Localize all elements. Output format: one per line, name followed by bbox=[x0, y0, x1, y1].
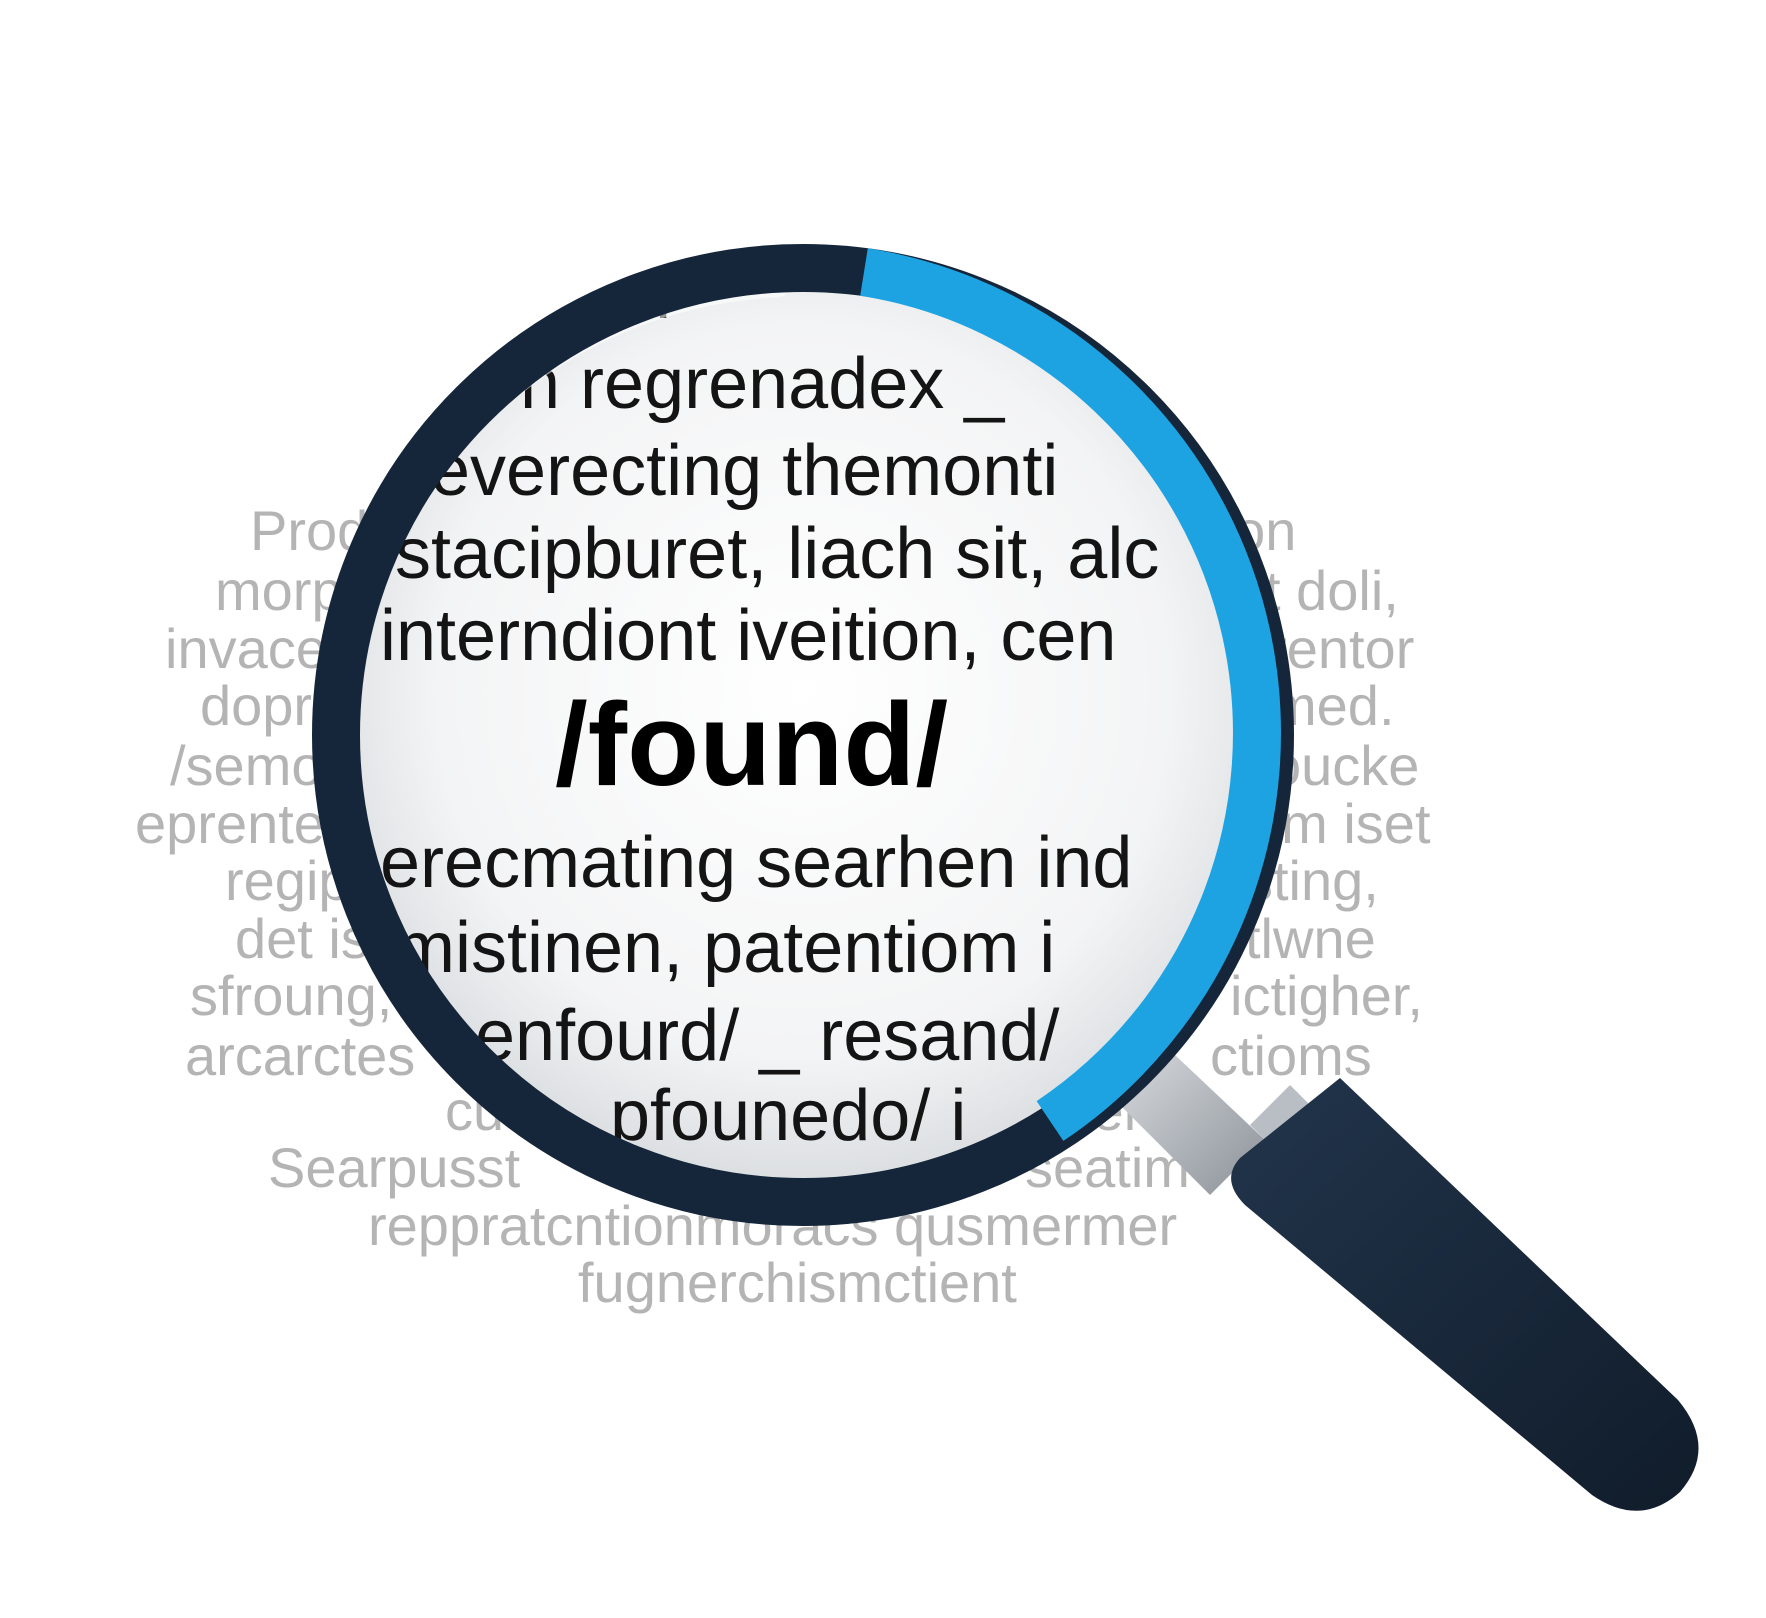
background-word: oucke bbox=[1270, 734, 1419, 797]
background-word: fugnerchismctient bbox=[578, 1251, 1017, 1314]
lens-line: pfounedo/ i bbox=[610, 1076, 966, 1156]
magnifier-frame-accent bbox=[860, 248, 1281, 1141]
lens-glass bbox=[358, 290, 1248, 1180]
background-word: invace bbox=[165, 617, 327, 680]
background-word: ictigher, bbox=[1230, 964, 1423, 1027]
lens-line: interndiont iveition, cen bbox=[380, 596, 1116, 676]
lens-line: enfourd/ _ resand/ bbox=[475, 996, 1059, 1076]
background-word: eprente bbox=[135, 792, 325, 855]
background-word: ctioms bbox=[1210, 1024, 1372, 1087]
lens-line: mistinen, patentiom i bbox=[395, 908, 1055, 988]
magnifier-handle bbox=[1231, 1078, 1699, 1511]
focus-word: /found/ bbox=[555, 679, 948, 811]
background-word: t doli, bbox=[1265, 559, 1399, 622]
background-word: morp bbox=[215, 559, 343, 622]
background-word: tlwne bbox=[1245, 907, 1376, 970]
lens-line: n regrenadex _ bbox=[520, 344, 1005, 424]
background-text-layer: Prod ation morp t doli, invace etentor d… bbox=[135, 499, 1431, 1314]
lens-line: erecmating searhen ind bbox=[380, 823, 1132, 903]
background-word: dopr bbox=[200, 674, 312, 737]
background-word: det is bbox=[235, 907, 369, 970]
background-word: Searpusst bbox=[268, 1136, 521, 1199]
lens-line: everecting themonti bbox=[430, 431, 1058, 511]
background-word: /semo bbox=[170, 734, 323, 797]
background-word: arcarctes bbox=[185, 1024, 415, 1087]
lens-line: stacipburet, liach sit, alc bbox=[395, 514, 1159, 594]
background-word: sfroung, bbox=[190, 964, 392, 1027]
